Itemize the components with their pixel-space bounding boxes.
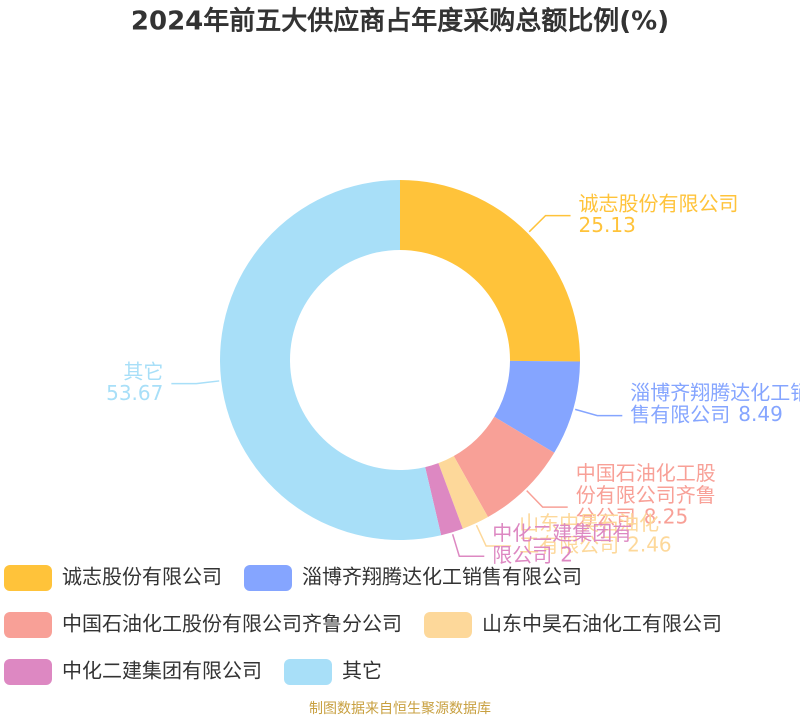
label-line: 限公司 bbox=[492, 543, 552, 567]
data-label-value: 2 bbox=[560, 543, 573, 567]
label-line: 工有限公司 bbox=[519, 533, 619, 557]
data-label-name: 其它 bbox=[123, 359, 163, 383]
data-label-value: 8.49 bbox=[738, 402, 783, 426]
data-label-value: 2.46 bbox=[627, 533, 672, 557]
donut-slice bbox=[438, 455, 489, 529]
legend-swatch bbox=[424, 612, 472, 638]
legend-label: 山东中昊石油化工有限公司 bbox=[482, 612, 722, 636]
legend-swatch bbox=[4, 565, 52, 591]
donut-slice bbox=[220, 180, 442, 540]
legend-label: 诚志股份有限公司 bbox=[62, 565, 222, 589]
label-line: 份有限公司齐鲁 bbox=[576, 483, 716, 507]
data-label-name: 中化二建集团有限公司 bbox=[492, 521, 632, 567]
legend-swatch bbox=[244, 565, 292, 591]
legend-swatch bbox=[4, 612, 52, 638]
data-label-name: 中国石油化工股份有限公司齐鲁分公司 bbox=[576, 461, 716, 529]
legend-item: 山东中昊石油化工有限公司 bbox=[424, 612, 722, 638]
label-line: 淄博齐翔腾达化工销 bbox=[630, 380, 800, 404]
legend-item: 其它 bbox=[284, 659, 382, 685]
label-line: 中国石油化工股 bbox=[576, 461, 716, 485]
leader-line bbox=[171, 380, 220, 385]
label-line: 其它 bbox=[123, 359, 163, 383]
donut-slice bbox=[425, 463, 463, 536]
label-line: 售有限公司 bbox=[630, 402, 730, 426]
legend-swatch bbox=[284, 659, 332, 685]
label-line: 分公司 bbox=[576, 505, 636, 529]
label-line: 诚志股份有限公司 bbox=[579, 191, 739, 215]
legend-swatch bbox=[4, 659, 52, 685]
data-label-name: 淄博齐翔腾达化工销售有限公司 bbox=[630, 380, 800, 426]
legend-item: 淄博齐翔腾达化工销售有限公司 bbox=[244, 565, 582, 591]
data-label-value: 25.13 bbox=[579, 213, 636, 237]
leader-line bbox=[574, 408, 623, 417]
legend-item: 中国石油化工股份有限公司齐鲁分公司 bbox=[4, 612, 402, 638]
legend-label: 中国石油化工股份有限公司齐鲁分公司 bbox=[62, 612, 402, 636]
donut-slice bbox=[400, 180, 580, 362]
donut-slice bbox=[494, 360, 580, 453]
source-note: 制图数据来自恒生聚源数据库 bbox=[309, 701, 491, 717]
data-label-value: 53.67 bbox=[106, 381, 163, 405]
leader-line bbox=[526, 490, 568, 508]
data-label-value: 8.25 bbox=[644, 505, 689, 529]
leader-line bbox=[451, 534, 485, 557]
data-label-name: 诚志股份有限公司 bbox=[579, 191, 739, 215]
legend-item: 中化二建集团有限公司 bbox=[4, 659, 262, 685]
label-line: 中化二建集团有 bbox=[492, 521, 632, 545]
leader-line bbox=[528, 214, 571, 233]
donut-slice bbox=[453, 416, 555, 518]
leader-line bbox=[475, 524, 512, 547]
legend-item: 诚志股份有限公司 bbox=[4, 565, 222, 591]
chart-title: 2024年前五大供应商占年度采购总额比例(%) bbox=[131, 6, 669, 37]
legend-label: 淄博齐翔腾达化工销售有限公司 bbox=[302, 565, 582, 589]
legend-label: 中化二建集团有限公司 bbox=[62, 659, 262, 683]
label-line: 山东中昊石油化 bbox=[519, 511, 659, 535]
legend-label: 其它 bbox=[342, 659, 382, 683]
data-label-name: 山东中昊石油化工有限公司 bbox=[519, 511, 659, 557]
